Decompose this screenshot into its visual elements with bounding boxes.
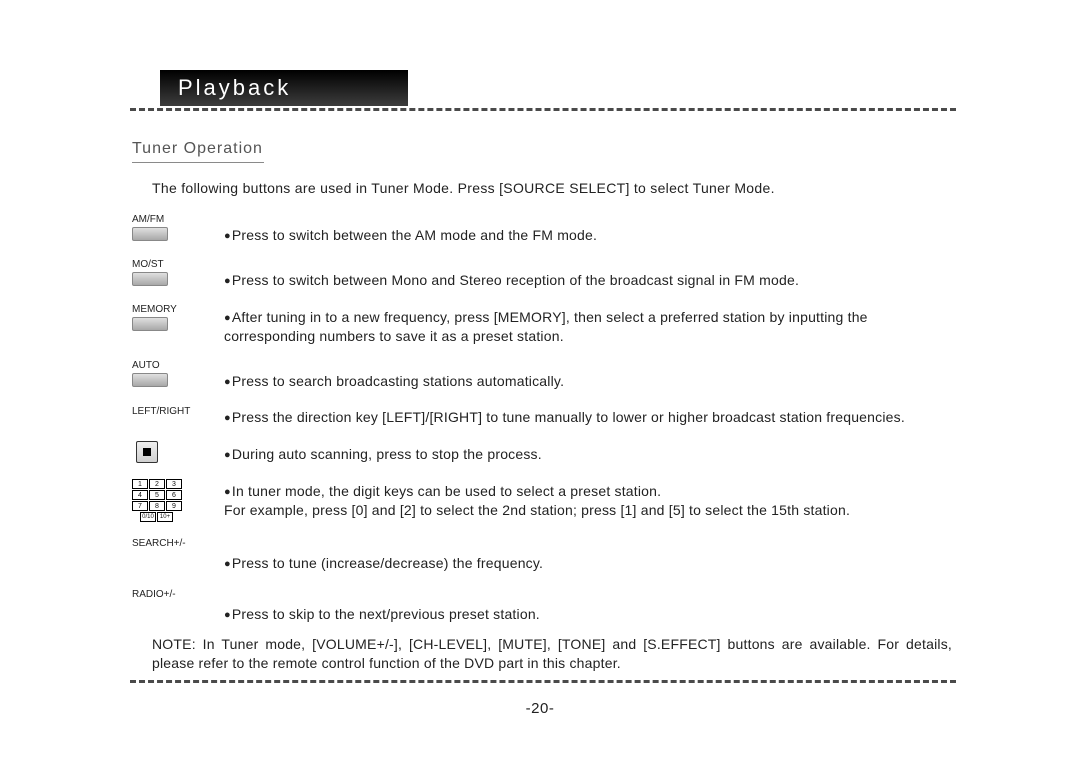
desc-line1: In tuner mode, the digit keys can be use… [224,483,661,499]
description: During auto scanning, press to stop the … [224,441,952,464]
item-most: MO/ST Press to switch between Mono and S… [132,259,952,290]
key-7: 7 [132,501,148,511]
button-icon [132,227,168,241]
description: Press to switch between Mono and Stereo … [224,259,952,290]
description: Press to switch between the AM mode and … [224,214,952,245]
icon-col: MO/ST [132,259,224,286]
button-label: LEFT/RIGHT [132,406,190,417]
item-amfm: AM/FM Press to switch between the AM mod… [132,214,952,245]
button-descriptions: AM/FM Press to switch between the AM mod… [132,214,952,638]
button-label: RADIO+/- [132,589,176,600]
icon-col: LEFT/RIGHT [132,404,224,419]
key-1: 1 [132,479,148,489]
item-memory: MEMORY After tuning in to a new frequenc… [132,304,952,346]
page-number: -20- [0,700,1080,717]
icon-col: AM/FM [132,214,224,241]
item-leftright: LEFT/RIGHT Press the direction key [LEFT… [132,404,952,427]
key-4: 4 [132,490,148,500]
key-6: 6 [166,490,182,500]
divider-top [130,108,956,111]
key-9: 9 [166,501,182,511]
button-icon [132,272,168,286]
desc-line2: For example, press [0] and [2] to select… [224,501,952,520]
description: After tuning in to a new frequency, pres… [224,304,952,346]
intro-text: The following buttons are used in Tuner … [152,180,775,196]
subsection-title: Tuner Operation [132,140,263,158]
button-label: AUTO [132,360,160,371]
stop-icon [136,441,158,463]
key-2: 2 [149,479,165,489]
keypad-extra: 0/10 10+ [140,512,173,522]
icon-col: SEARCH+/- [132,536,224,551]
item-stop: During auto scanning, press to stop the … [132,441,952,464]
icon-col: AUTO [132,360,224,387]
item-radio: RADIO+/- Press to skip to the next/previ… [132,587,952,624]
button-label: MEMORY [132,304,177,315]
key-5: 5 [149,490,165,500]
subsection-underline [132,162,264,163]
button-label: AM/FM [132,214,164,225]
button-label: SEARCH+/- [132,538,186,549]
icon-col [132,441,224,463]
button-label: MO/ST [132,259,164,270]
description: Press to search broadcasting stations au… [224,360,952,391]
description: In tuner mode, the digit keys can be use… [224,478,952,520]
icon-col: 1 2 3 4 5 6 7 8 9 0/10 10+ [132,478,224,522]
item-search: SEARCH+/- Press to tune (increase/decrea… [132,536,952,573]
icon-col: MEMORY [132,304,224,331]
description: Press to tune (increase/decrease) the fr… [224,536,952,573]
item-keypad: 1 2 3 4 5 6 7 8 9 0/10 10+ In tuner mode… [132,478,952,522]
key-010: 0/10 [140,512,156,522]
manual-page: Playback Tuner Operation The following b… [0,0,1080,761]
icon-col: RADIO+/- [132,587,224,602]
description: Press to skip to the next/previous prese… [224,587,952,624]
divider-bottom [130,680,956,683]
note-text: NOTE: In Tuner mode, [VOLUME+/-], [CH-LE… [152,635,952,673]
button-icon [132,317,168,331]
key-10plus: 10+ [157,512,173,522]
key-3: 3 [166,479,182,489]
description: Press the direction key [LEFT]/[RIGHT] t… [224,404,952,427]
keypad-icon: 1 2 3 4 5 6 7 8 9 [132,479,182,511]
key-8: 8 [149,501,165,511]
section-title: Playback [178,75,291,101]
section-header: Playback [160,70,408,106]
button-icon [132,373,168,387]
item-auto: AUTO Press to search broadcasting statio… [132,360,952,391]
